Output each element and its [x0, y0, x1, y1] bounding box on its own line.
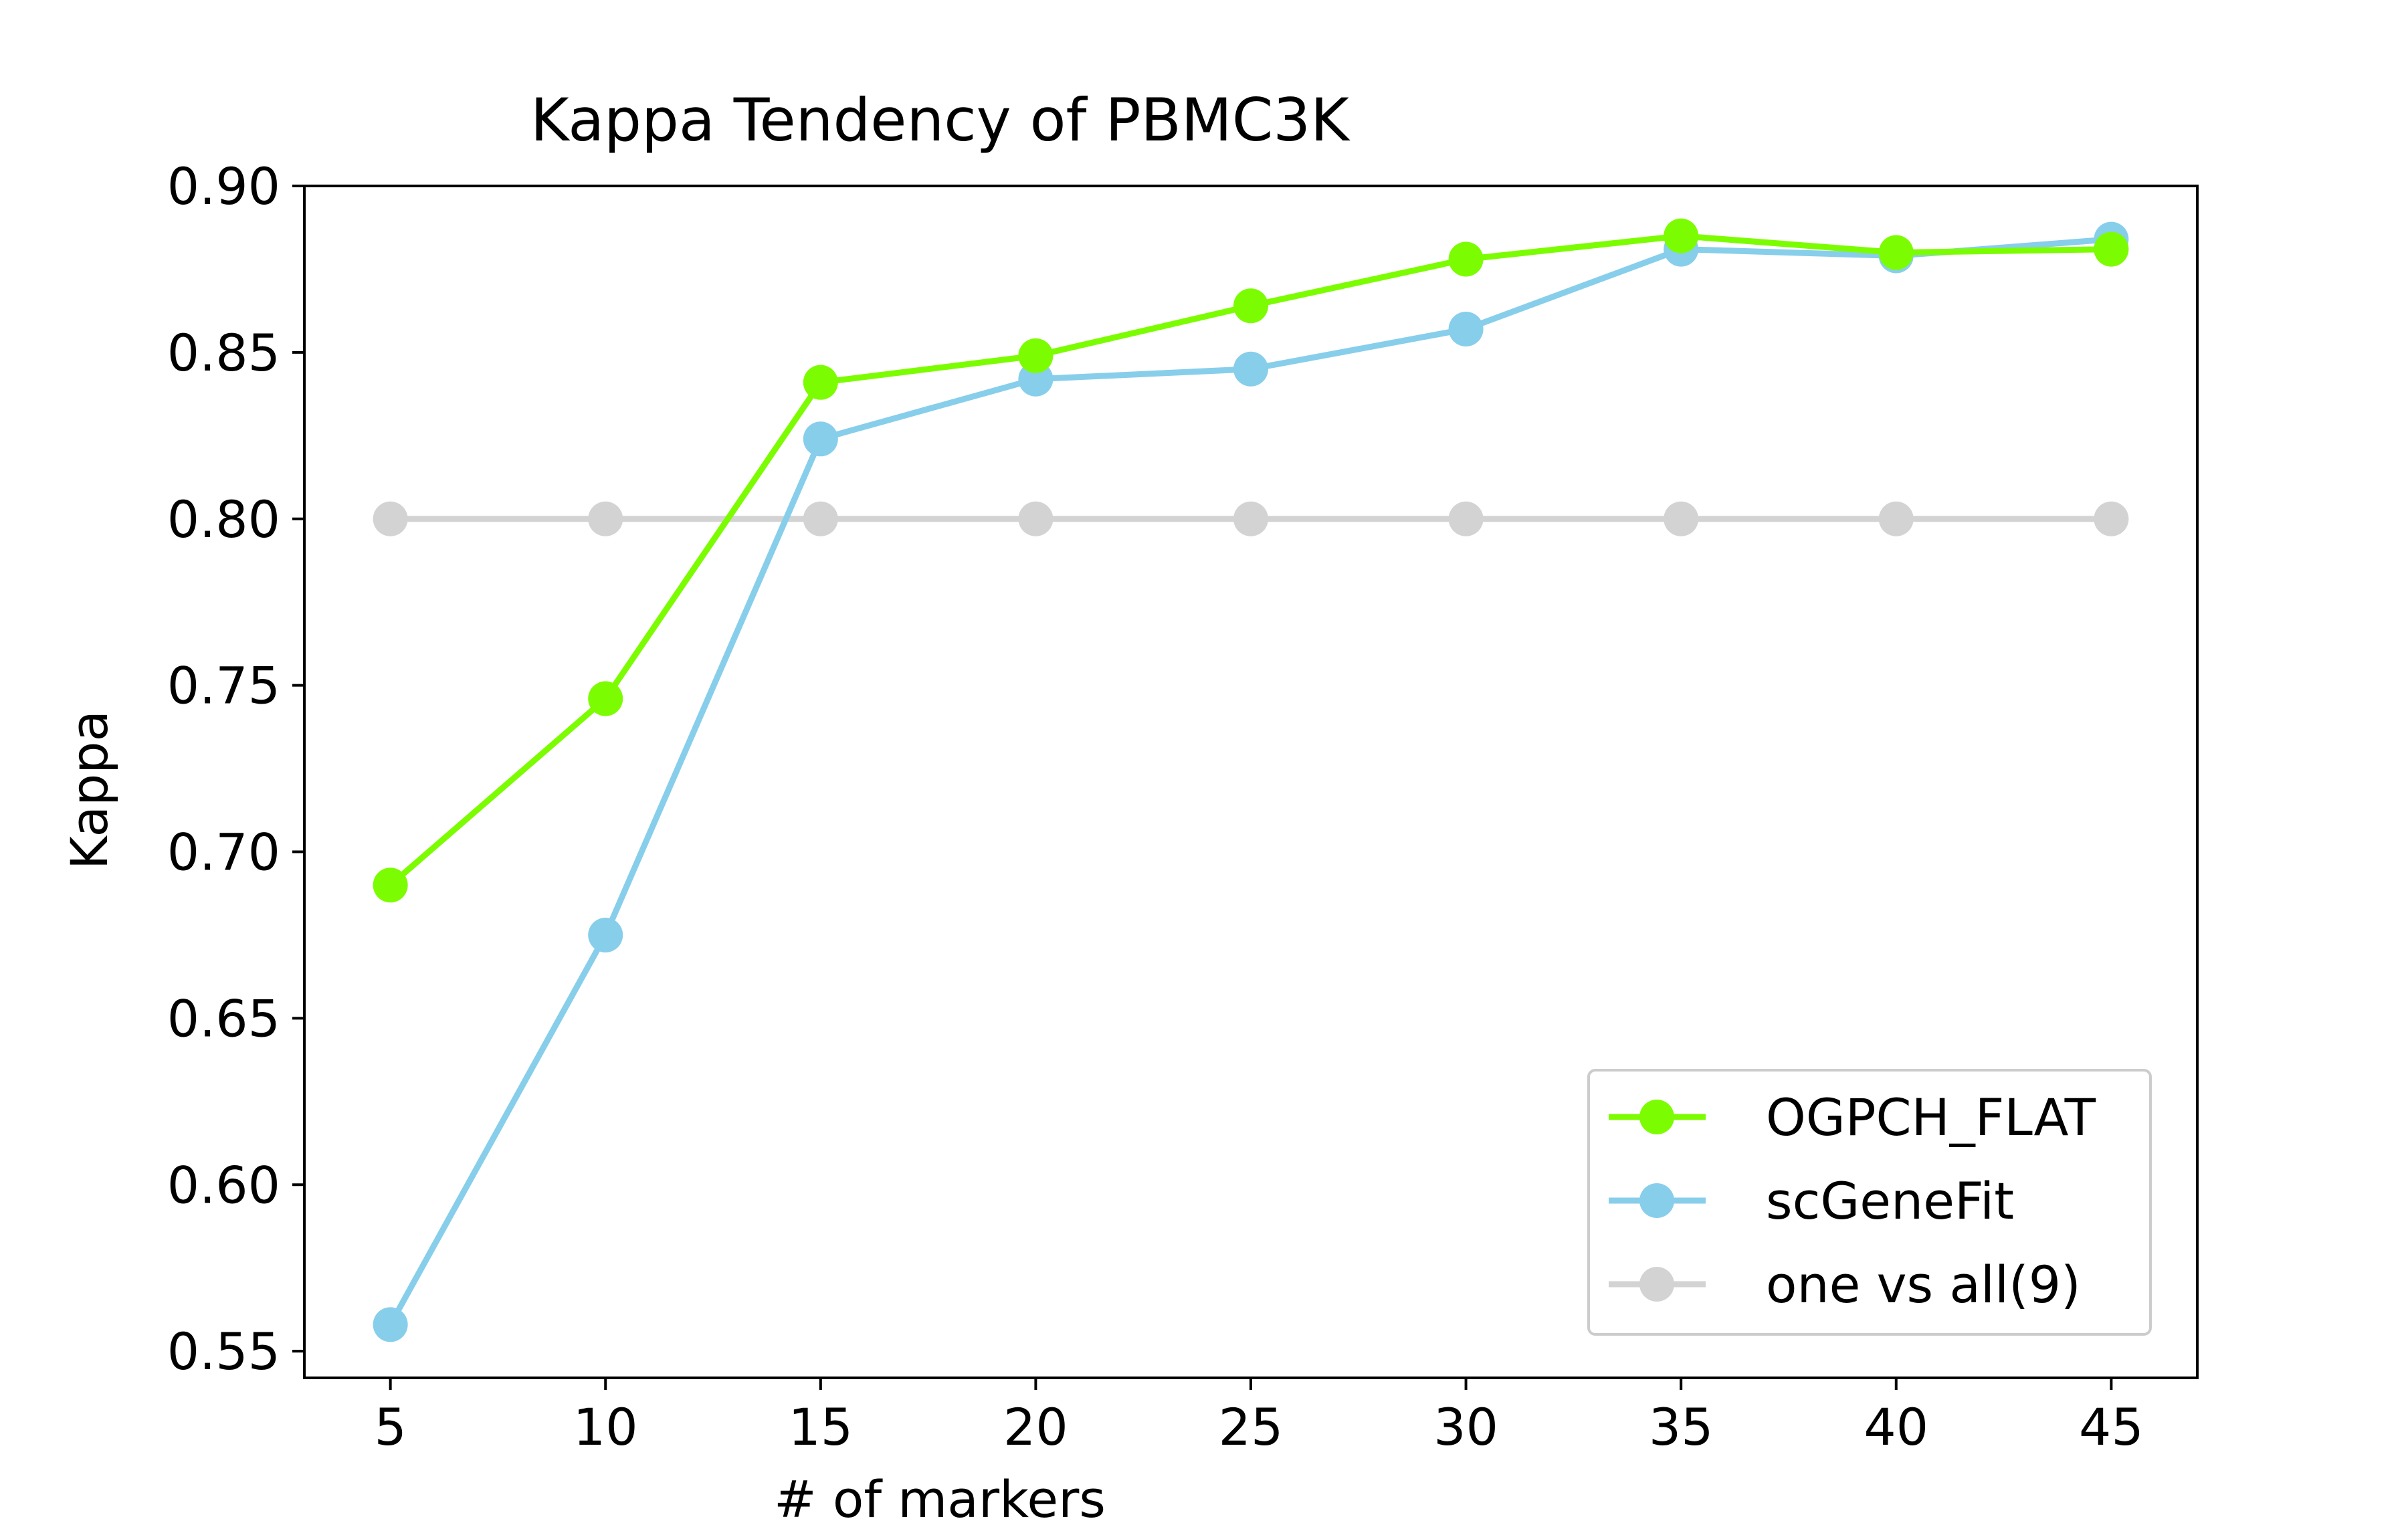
y-tick-label: 0.55	[167, 1322, 280, 1381]
data-point	[2094, 501, 2129, 536]
legend-label: one vs all(9)	[1766, 1255, 2081, 1314]
data-point	[1233, 501, 1268, 536]
x-tick-label: 20	[1003, 1397, 1068, 1457]
plot-area: 5 10 15 20 25 30 35 40 45 0.55 0.60 0.65 0.70 0.75 0.8…	[167, 157, 2199, 1457]
legend-marker	[1639, 1267, 1674, 1302]
data-point	[588, 681, 623, 716]
data-point	[1448, 501, 1484, 536]
legend-item: one vs all(9)	[1609, 1255, 2081, 1314]
data-point	[588, 917, 623, 952]
x-tick-label: 45	[2079, 1397, 2144, 1457]
data-point	[373, 501, 408, 536]
x-axis-label: # of markers	[774, 1469, 1106, 1525]
y-tick-label: 0.70	[167, 823, 280, 882]
y-tick-label: 0.90	[167, 157, 280, 216]
x-tick-label: 40	[1864, 1397, 1928, 1457]
x-tick-label: 10	[573, 1397, 638, 1457]
x-tick-label: 30	[1433, 1397, 1498, 1457]
legend-label: scGeneFit	[1766, 1171, 2014, 1231]
data-point	[373, 1307, 408, 1342]
y-tick-label: 0.60	[167, 1155, 280, 1215]
y-axis-label: Kappa	[60, 710, 119, 870]
data-point	[2094, 231, 2129, 267]
data-point	[1448, 312, 1484, 347]
y-tick-label: 0.65	[167, 989, 280, 1048]
data-point	[803, 365, 838, 400]
data-point	[1233, 351, 1268, 387]
series-2	[373, 501, 2129, 536]
data-point	[1664, 218, 1699, 253]
data-point	[1018, 501, 1054, 536]
legend-item: OGPCH_FLAT	[1609, 1088, 2096, 1147]
legend-label: OGPCH_FLAT	[1766, 1088, 2096, 1147]
x-tick-label: 5	[374, 1397, 406, 1457]
data-point	[803, 421, 838, 457]
series-0	[373, 218, 2129, 903]
y-tick-label: 0.85	[167, 323, 280, 383]
legend-frame	[1587, 1069, 2152, 1336]
y-tick-label: 0.75	[167, 656, 280, 716]
y-tick-label: 0.80	[167, 490, 280, 549]
chart-title: Kappa Tendency of PBMC3K	[530, 86, 1350, 155]
data-point	[1878, 501, 1914, 536]
legend-item: scGeneFit	[1609, 1171, 2014, 1231]
data-point	[803, 501, 838, 536]
data-point	[1664, 501, 1699, 536]
data-point	[1878, 235, 1914, 270]
data-point	[373, 868, 408, 903]
data-point	[1448, 241, 1484, 277]
data-point	[1233, 288, 1268, 324]
legend-marker	[1639, 1100, 1674, 1134]
x-tick-label: 25	[1219, 1397, 1284, 1457]
x-tick-label: 15	[788, 1397, 853, 1457]
legend: OGPCH_FLAT scGeneFit one vs all(9)	[1587, 1069, 2152, 1336]
data-point	[588, 501, 623, 536]
data-point	[1018, 338, 1054, 373]
legend-marker	[1639, 1183, 1674, 1218]
x-tick-label: 35	[1649, 1397, 1714, 1457]
